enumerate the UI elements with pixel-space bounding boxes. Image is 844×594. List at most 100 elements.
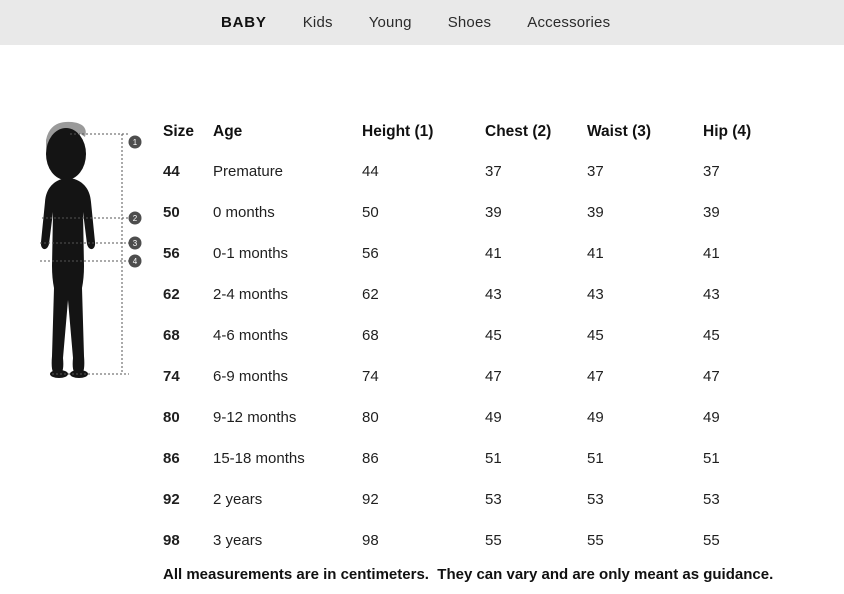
cell-height: 98: [362, 532, 379, 549]
cell-hip: 49: [703, 409, 720, 426]
cell-hip: 37: [703, 163, 720, 180]
column-header-age: Age: [213, 123, 243, 140]
cell-age: Premature: [213, 163, 284, 180]
cell-size: 74: [163, 368, 180, 385]
size-table-body: 44 Premature 44 37 37 37 50 0 months 50 39 39 39 56 0…: [160, 151, 800, 561]
cell-height: 74: [362, 368, 379, 385]
cell-height: 50: [362, 204, 379, 221]
cell-size: 92: [163, 491, 180, 508]
cell-hip: 45: [703, 327, 720, 344]
baby-silhouette-icon: 1 2 3 4: [40, 121, 142, 378]
cell-chest: 53: [485, 491, 502, 508]
cell-height: 80: [362, 409, 379, 426]
guidance-note: All measurements are in centimeters. The…: [163, 566, 774, 583]
cell-age: 0-1 months: [213, 245, 289, 262]
cell-chest: 49: [485, 409, 502, 426]
cell-chest: 43: [485, 286, 502, 303]
cell-chest: 45: [485, 327, 502, 344]
marker-3-label: 3: [133, 239, 138, 248]
cell-height: 62: [362, 286, 379, 303]
cell-chest: 37: [485, 163, 502, 180]
cell-age: 6-9 months: [213, 368, 289, 385]
cell-hip: 41: [703, 245, 720, 262]
cell-waist: 55: [587, 532, 604, 549]
cell-height: 86: [362, 450, 379, 467]
nav-tab-shoes[interactable]: Shoes: [447, 14, 492, 31]
nav-tab-kids[interactable]: Kids: [302, 14, 333, 31]
marker-2-label: 2: [133, 214, 138, 223]
cell-age: 4-6 months: [213, 327, 289, 344]
column-header-waist: Waist (3): [587, 123, 652, 140]
cell-size: 62: [163, 286, 180, 303]
cell-hip: 55: [703, 532, 720, 549]
table-row: 62 2-4 months 62 43 43 43: [160, 274, 800, 315]
table-row: 74 6-9 months 74 47 47 47: [160, 356, 800, 397]
cell-waist: 53: [587, 491, 604, 508]
column-header-size: Size: [163, 123, 195, 140]
cell-height: 92: [362, 491, 379, 508]
cell-waist: 51: [587, 450, 604, 467]
cell-hip: 43: [703, 286, 720, 303]
cell-hip: 51: [703, 450, 720, 467]
cell-waist: 41: [587, 245, 604, 262]
cell-age: 0 months: [213, 204, 275, 221]
top-nav: BABY Kids Young Shoes Accessories: [0, 0, 844, 45]
cell-size: 98: [163, 532, 180, 549]
column-header-hip: Hip (4): [703, 123, 752, 140]
cell-age: 2 years: [213, 491, 263, 508]
nav-tab-accessories[interactable]: Accessories: [527, 14, 611, 31]
cell-hip: 39: [703, 204, 720, 221]
nav-tab-baby[interactable]: BABY: [221, 14, 267, 31]
table-row: 92 2 years 92 53 53 53: [160, 479, 800, 520]
cell-hip: 53: [703, 491, 720, 508]
cell-hip: 47: [703, 368, 720, 385]
cell-chest: 41: [485, 245, 502, 262]
cell-size: 50: [163, 204, 180, 221]
table-row: 50 0 months 50 39 39 39: [160, 192, 800, 233]
column-header-height: Height (1): [362, 123, 434, 140]
table-row: 86 15-18 months 86 51 51 51: [160, 438, 800, 479]
table-row: 80 9-12 months 80 49 49 49: [160, 397, 800, 438]
cell-age: 3 years: [213, 532, 263, 549]
cell-chest: 51: [485, 450, 502, 467]
marker-4-label: 4: [133, 257, 138, 266]
cell-size: 86: [163, 450, 180, 467]
cell-waist: 39: [587, 204, 604, 221]
size-table: Size Age Height (1) Chest (2) Waist (3) Hip (…: [160, 113, 800, 561]
table-row: 56 0-1 months 56 41 41 41: [160, 233, 800, 274]
marker-3-waist: 3: [128, 236, 142, 250]
cell-size: 56: [163, 245, 180, 262]
cell-chest: 55: [485, 532, 502, 549]
body-shape: [40, 128, 96, 378]
column-header-chest: Chest (2): [485, 123, 552, 140]
marker-1-height: 1: [128, 135, 142, 149]
cell-waist: 49: [587, 409, 604, 426]
table-row: 68 4-6 months 68 45 45 45: [160, 315, 800, 356]
marker-1-label: 1: [133, 138, 138, 147]
cell-height: 44: [362, 163, 379, 180]
table-row: 44 Premature 44 37 37 37: [160, 151, 800, 192]
cell-waist: 45: [587, 327, 604, 344]
cell-age: 9-12 months: [213, 409, 297, 426]
cell-chest: 47: [485, 368, 502, 385]
cell-size: 80: [163, 409, 180, 426]
table-row: 98 3 years 98 55 55 55: [160, 520, 800, 561]
cell-age: 15-18 months: [213, 450, 305, 467]
size-table-header-row: Size Age Height (1) Chest (2) Waist (3) Hip (…: [160, 113, 800, 151]
cell-size: 68: [163, 327, 180, 344]
cell-waist: 43: [587, 286, 604, 303]
cell-height: 68: [362, 327, 379, 344]
cell-waist: 37: [587, 163, 604, 180]
cell-age: 2-4 months: [213, 286, 289, 303]
cell-chest: 39: [485, 204, 502, 221]
measurement-lines: [40, 133, 129, 375]
nav-tab-young[interactable]: Young: [368, 14, 412, 31]
marker-4-hip: 4: [128, 254, 142, 268]
hair-shape: [46, 121, 86, 149]
cell-waist: 47: [587, 368, 604, 385]
marker-2-chest: 2: [128, 211, 142, 225]
cell-height: 56: [362, 245, 379, 262]
baby-measurement-diagram: 1 2 3 4: [22, 116, 147, 394]
cell-size: 44: [163, 163, 180, 180]
